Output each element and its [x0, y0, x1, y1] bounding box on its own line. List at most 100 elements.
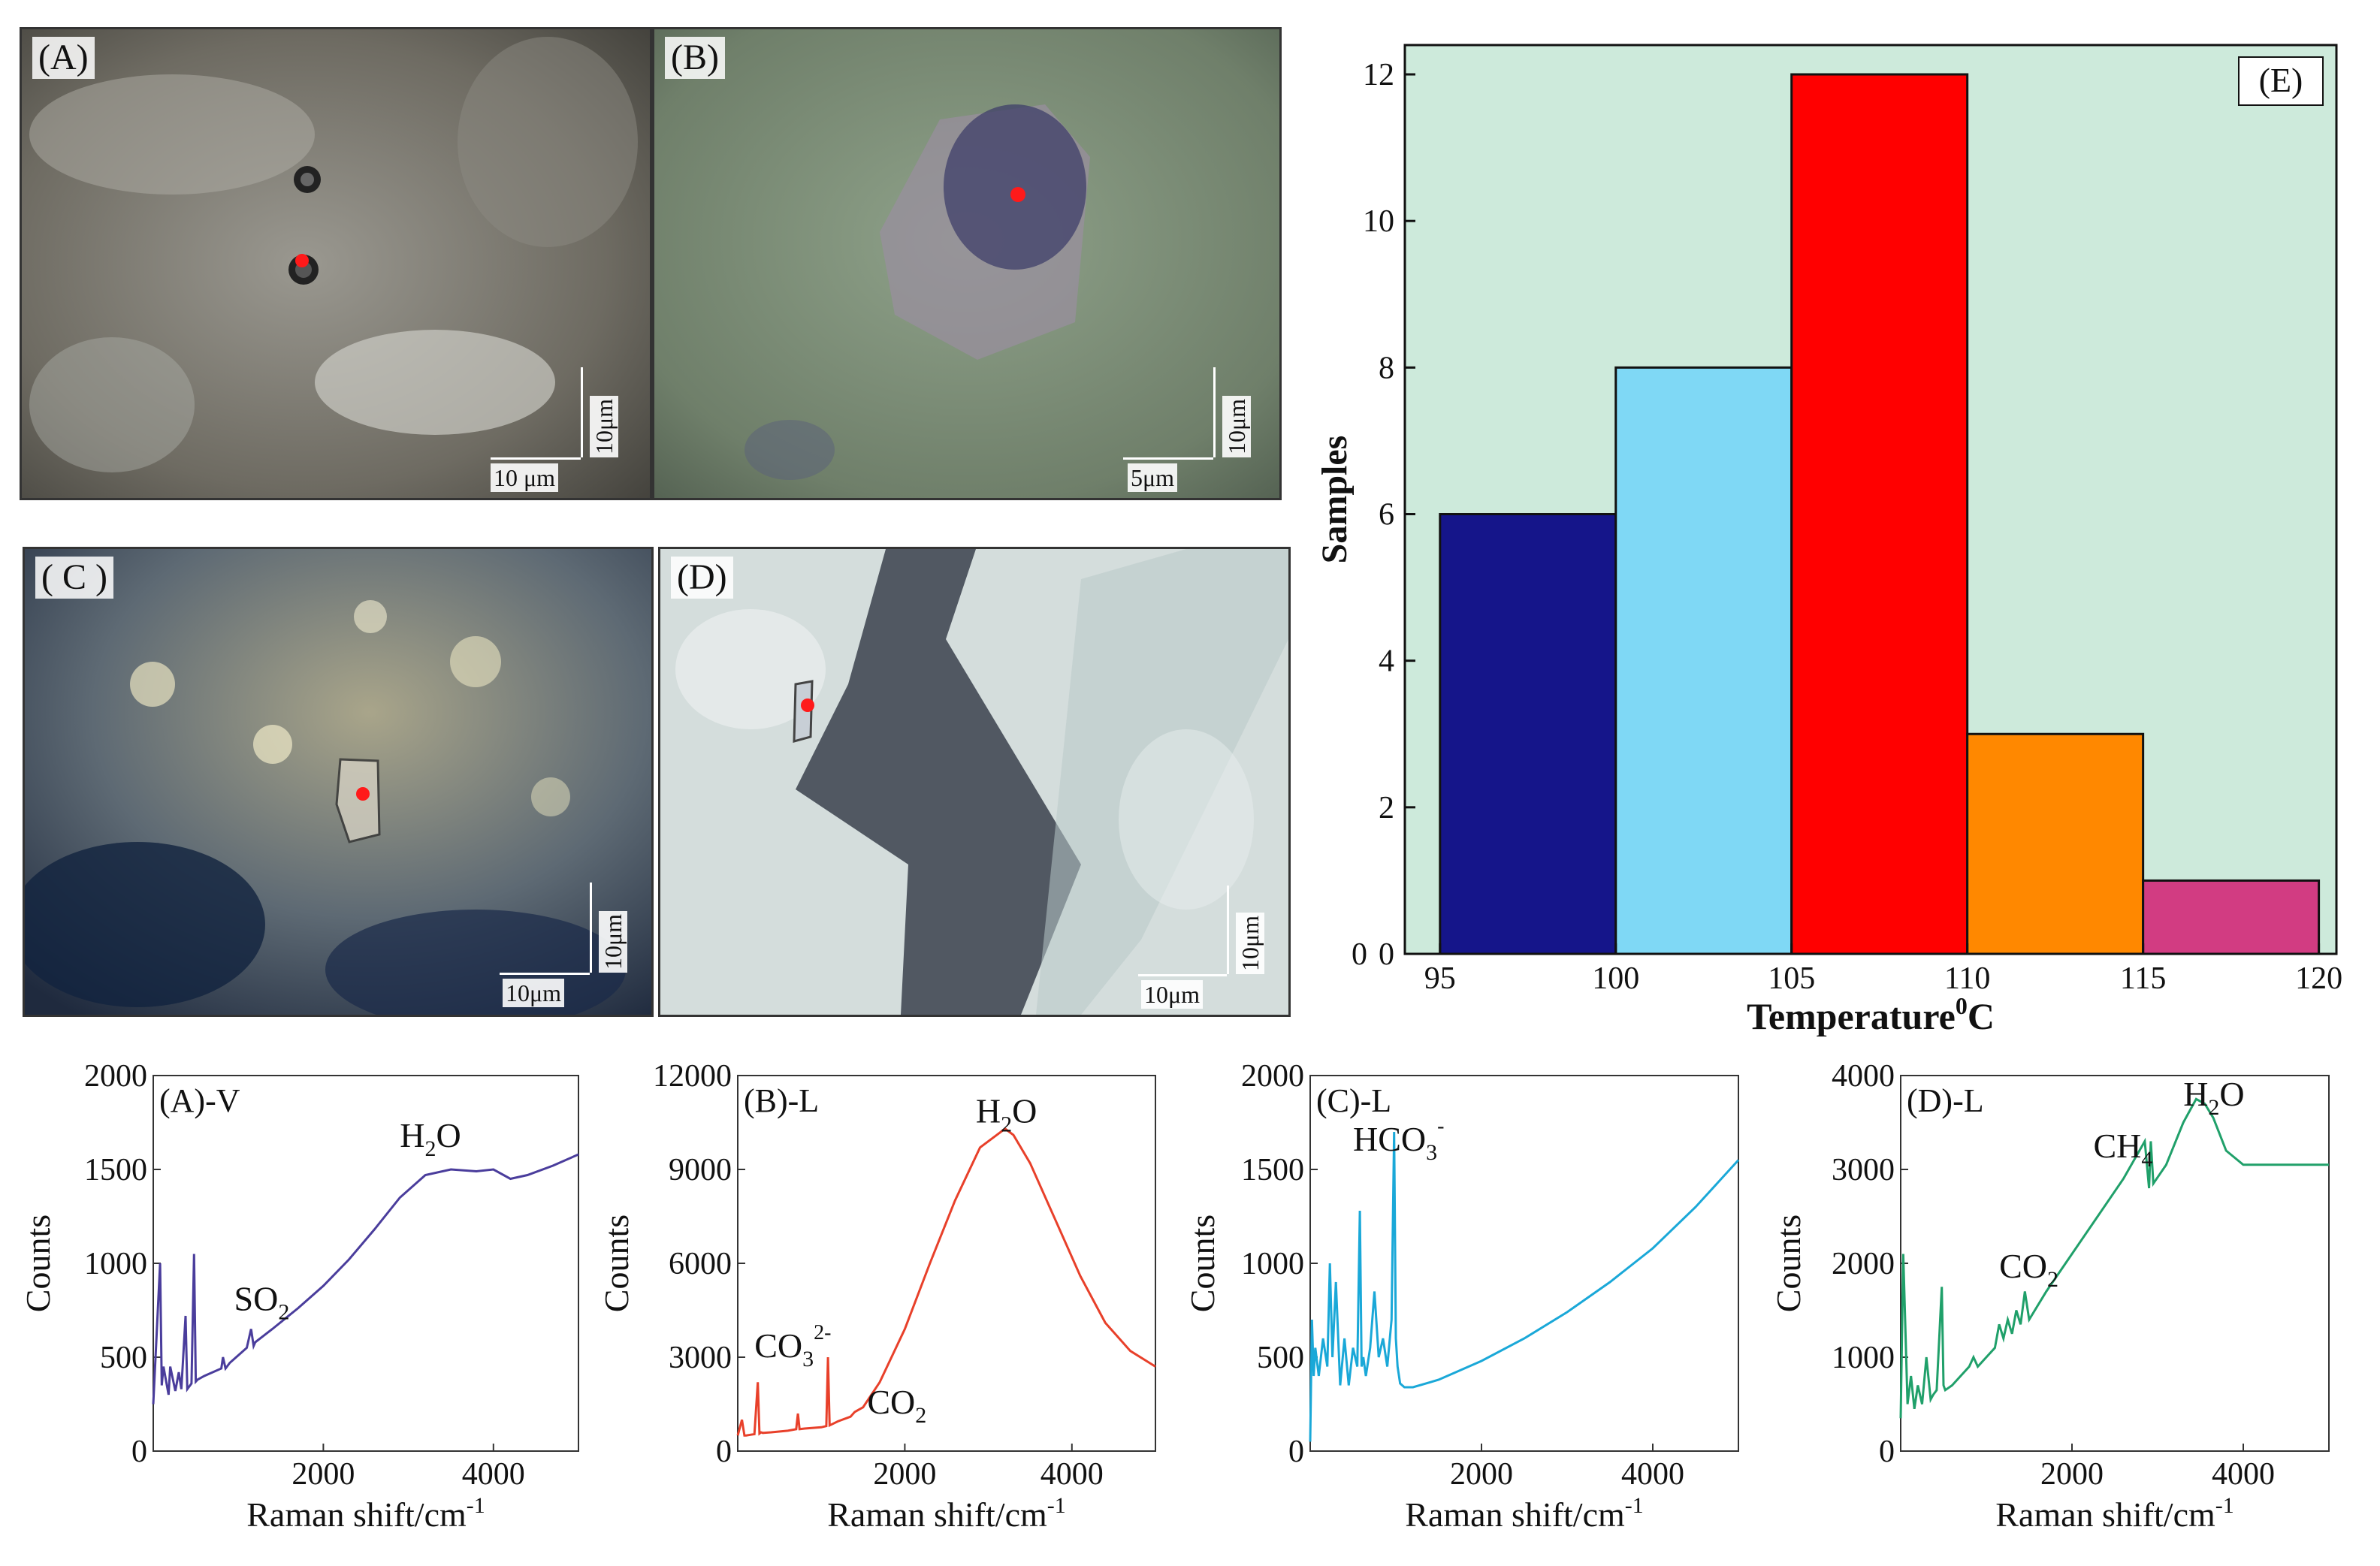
panel-label-box	[2238, 56, 2324, 106]
y-tick-label: 0	[716, 1435, 732, 1469]
y-tick-label: 10	[1363, 204, 1394, 239]
analysis-point	[295, 254, 309, 267]
temperature-histogram: 95 100 105 110 115 1200246810120SamplesTemper…	[1315, 44, 2342, 1036]
micrograph-a-image	[22, 29, 650, 498]
peak-label: CO32-	[754, 1321, 831, 1371]
micrograph-c: ( C ) 10μm 10μm	[23, 547, 654, 1017]
micrograph-a: (A) 10 μm 10μm	[20, 27, 652, 500]
x-axis-title: Raman shift/cm-1	[246, 1493, 485, 1534]
micrograph-d: (D) 10μm 10μm	[658, 547, 1291, 1017]
panel-a-label: (A)	[32, 37, 95, 79]
scale-bar-v-label: 10μm	[599, 910, 627, 973]
scale-bar-h-label: 5μm	[1128, 463, 1178, 492]
x-axis-title: Raman shift/cm-1	[827, 1493, 1066, 1534]
spectrum-line	[1309, 1131, 1740, 1442]
y-tick-label: 12	[1363, 58, 1394, 92]
y-tick-label: 1000	[1241, 1247, 1304, 1281]
y-tick-label: 6	[1379, 498, 1394, 533]
panel-title: (C)-L	[1316, 1082, 1391, 1119]
x-tick-label: 4000	[462, 1457, 525, 1492]
histogram-bar	[1439, 513, 1617, 955]
scale-bar-h	[1138, 974, 1227, 976]
scale-bar-v-label: 10μm	[590, 395, 618, 457]
y-tick-label: 3000	[1832, 1153, 1895, 1187]
x-tick-label: 120	[2295, 961, 2342, 996]
scale-bar-v	[590, 883, 592, 973]
peak-label: CO2	[867, 1383, 926, 1428]
x-axis-title-main: Temperature	[1747, 995, 1956, 1036]
y-axis-title: Counts	[1769, 1214, 1808, 1312]
plot-frame	[153, 1075, 579, 1452]
y-tick-label: 0	[1879, 1435, 1895, 1469]
x-tick-label: 2000	[2040, 1457, 2104, 1492]
x-tick-label: 110	[1944, 961, 1990, 996]
y-tick-label: 1000	[84, 1247, 147, 1281]
y-tick-label: 4000	[1832, 1059, 1895, 1094]
micrograph-b-image	[654, 29, 1279, 498]
panel-title: (B)-L	[744, 1082, 819, 1119]
y-axis-title: Counts	[1183, 1214, 1222, 1312]
plot-frame	[1900, 1075, 2330, 1452]
peak-label: H2O	[2183, 1075, 2244, 1120]
y-tick-label: 0	[131, 1435, 147, 1469]
micrograph-b: (B) 5μm 10μm	[652, 27, 1282, 500]
analysis-point	[1010, 187, 1025, 202]
y-tick-label: 6000	[669, 1247, 732, 1281]
x-tick-label: 4000	[1040, 1457, 1104, 1492]
peak-label: CO2	[1999, 1247, 2058, 1292]
y-tick-label: 1500	[1241, 1153, 1304, 1187]
spectrum-line	[736, 1127, 1156, 1437]
raman-spectrum-d: 0 1000 2000 3000 4000 2000 4000 (D)-L CO2 CH4 H2O C…	[1769, 1059, 2330, 1534]
y-tick-label: 4	[1379, 644, 1394, 679]
analysis-point	[801, 699, 814, 712]
x-axis-title: Temperature0C	[1747, 992, 1995, 1036]
y-tick-label: 8	[1379, 351, 1394, 385]
y-tick-label: 500	[1257, 1341, 1304, 1375]
peak-label: SO2	[234, 1280, 290, 1325]
scale-bar-v	[1213, 367, 1216, 457]
x-tick-label: 2000	[291, 1457, 355, 1492]
scale-bar-v	[581, 367, 583, 457]
panel-title: (A)-V	[159, 1082, 240, 1119]
scale-bar-h	[500, 973, 590, 975]
scale-bar-v-label: 10μm	[1222, 395, 1251, 457]
panel-title: (D)-L	[1907, 1082, 1984, 1119]
y-tick-label: 0	[1379, 937, 1394, 972]
scale-bar-h-label: 10μm	[503, 979, 565, 1007]
histogram-bar	[1614, 366, 1793, 955]
analysis-point	[356, 787, 370, 801]
y-tick-label: 12000	[653, 1059, 732, 1094]
panel-c-label: ( C )	[35, 557, 113, 599]
x-tick-label: 2000	[873, 1457, 936, 1492]
y-tick-label: 1500	[84, 1153, 147, 1187]
y-axis-title: Samples	[1315, 436, 1355, 564]
peak-label: H2O	[400, 1116, 461, 1161]
plot-frame	[737, 1075, 1156, 1452]
x-axis-title-end: C	[1968, 995, 1995, 1036]
scale-bar-h-label: 10 μm	[491, 463, 559, 492]
raman-spectrum-a: 0 500 1000 1500 2000 2000 4000 (A)-V SO2 H2O Count…	[19, 1059, 579, 1534]
scale-bar-v-label: 10μm	[1236, 912, 1264, 974]
x-axis-title: Raman shift/cm-1	[1995, 1493, 2234, 1534]
y-tick-label: 0	[1288, 1435, 1304, 1469]
y-tick-label: 2000	[1241, 1059, 1304, 1094]
y-zero-label: 0	[1352, 937, 1367, 972]
micrograph-d-image	[660, 549, 1288, 1015]
histogram-bar	[1790, 73, 1969, 955]
x-tick-label: 115	[2120, 961, 2166, 996]
x-axis-title-sup: 0	[1956, 992, 1968, 1019]
scale-bar-h	[1123, 457, 1213, 460]
y-axis-title: Counts	[19, 1214, 57, 1312]
y-tick-label: 2000	[1832, 1247, 1895, 1281]
y-tick-label: 1000	[1832, 1341, 1895, 1375]
scale-bar-h-label: 10μm	[1141, 980, 1204, 1009]
x-tick-label: 4000	[2212, 1457, 2275, 1492]
y-tick-label: 2	[1379, 791, 1394, 825]
y-tick-label: 3000	[669, 1341, 732, 1375]
y-tick-label: 2000	[84, 1059, 147, 1094]
x-tick-label: 2000	[1450, 1457, 1513, 1492]
x-tick-label: 4000	[1621, 1457, 1684, 1492]
raman-spectrum-b: 0 3000 6000 9000 12000 2000 4000 (B)-L CO32- CO2 H…	[597, 1059, 1156, 1534]
peak-label: HCO3-	[1353, 1115, 1444, 1165]
